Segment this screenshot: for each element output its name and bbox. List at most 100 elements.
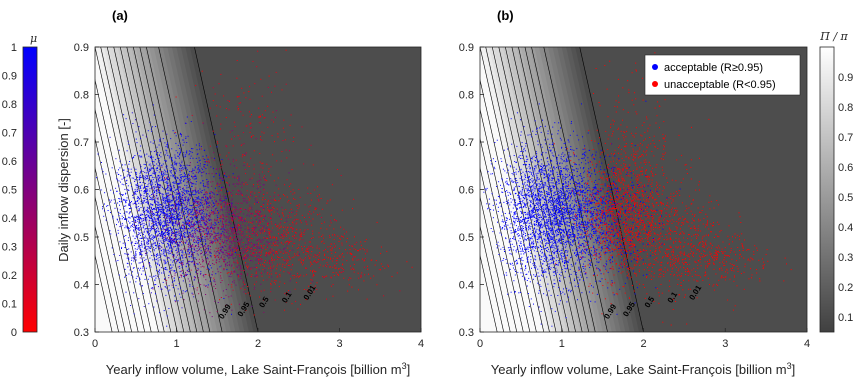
scatter-point xyxy=(179,271,181,273)
scatter-point xyxy=(155,212,157,213)
scatter-point xyxy=(169,244,171,246)
scatter-point xyxy=(309,241,311,243)
scatter-point xyxy=(374,264,376,266)
scatter-point xyxy=(166,229,167,231)
scatter-point xyxy=(168,219,170,221)
scatter-point xyxy=(198,191,200,193)
scatter-point xyxy=(323,259,325,260)
scatter-point xyxy=(123,205,125,207)
scatter-point xyxy=(140,235,141,236)
scatter-point xyxy=(247,226,249,228)
scatter-point xyxy=(233,236,235,238)
scatter-point xyxy=(215,252,217,254)
scatter-point xyxy=(177,208,179,210)
scatter-point xyxy=(178,244,180,246)
scatter-point xyxy=(150,292,152,294)
scatter-point xyxy=(155,218,157,220)
scatter-point xyxy=(304,230,306,232)
scatter-point xyxy=(151,204,153,205)
scatter-point xyxy=(243,183,245,185)
scatter-point xyxy=(204,200,206,202)
scatter-point xyxy=(125,235,127,236)
scatter-point xyxy=(213,227,215,229)
scatter-point xyxy=(128,213,130,215)
scatter-point xyxy=(176,188,178,190)
scatter-point xyxy=(132,157,134,159)
scatter-point xyxy=(258,260,260,262)
scatter-point xyxy=(196,241,198,243)
scatter-point xyxy=(149,239,151,241)
scatter-point xyxy=(251,222,253,224)
scatter-point xyxy=(269,248,271,250)
scatter-point xyxy=(272,252,274,254)
scatter-point xyxy=(153,306,155,308)
scatter-point xyxy=(260,186,261,188)
scatter-point xyxy=(206,191,208,193)
scatter-point xyxy=(232,250,233,252)
scatter-point xyxy=(197,212,199,214)
scatter-point xyxy=(283,236,285,238)
scatter-point xyxy=(189,204,191,206)
scatter-point xyxy=(188,183,190,185)
scatter-point xyxy=(170,238,172,239)
scatter-point xyxy=(136,203,138,205)
scatter-point xyxy=(182,272,184,274)
scatter-point xyxy=(171,159,173,161)
scatter-point xyxy=(156,244,157,246)
scatter-point xyxy=(155,219,157,221)
scatter-point xyxy=(253,232,255,234)
scatter-point xyxy=(166,171,168,173)
scatter-point xyxy=(210,252,212,254)
scatter-point xyxy=(117,229,119,231)
scatter-point xyxy=(199,232,201,234)
scatter-point xyxy=(122,199,124,201)
scatter-point xyxy=(257,180,259,182)
scatter-point xyxy=(157,204,159,206)
scatter-point xyxy=(163,220,165,222)
scatter-point xyxy=(156,182,158,184)
scatter-point xyxy=(226,240,228,242)
scatter-point xyxy=(173,211,175,213)
scatter-point xyxy=(183,234,185,236)
scatter-point xyxy=(178,259,180,261)
scatter-point xyxy=(223,200,225,201)
scatter-point xyxy=(151,225,153,227)
scatter-point xyxy=(134,181,136,182)
scatter-point xyxy=(190,255,192,257)
scatter-point xyxy=(165,239,167,240)
scatter-point xyxy=(187,270,189,272)
scatter-point xyxy=(261,261,263,263)
scatter-point xyxy=(138,262,140,264)
scatter-point xyxy=(146,241,148,243)
scatter-point xyxy=(189,280,191,282)
scatter-point xyxy=(163,173,164,175)
scatter-point xyxy=(244,257,246,259)
scatter-point xyxy=(229,227,231,229)
scatter-point xyxy=(140,145,142,147)
scatter-point xyxy=(132,203,134,205)
scatter-point xyxy=(340,238,342,240)
scatter-point xyxy=(162,225,164,226)
scatter-point xyxy=(229,253,231,255)
scatter-point xyxy=(228,241,230,243)
scatter-point xyxy=(187,221,189,223)
scatter-point xyxy=(122,194,124,196)
scatter-point xyxy=(196,205,198,207)
scatter-point xyxy=(191,219,193,221)
scatter-point xyxy=(360,276,362,278)
scatter-point xyxy=(196,210,198,212)
scatter-point xyxy=(300,262,302,264)
scatter-point xyxy=(175,135,177,137)
scatter-point xyxy=(154,241,156,243)
scatter-point xyxy=(171,254,173,256)
scatter-point xyxy=(148,170,150,172)
scatter-point xyxy=(194,261,196,263)
scatter-point xyxy=(246,190,248,192)
scatter-point xyxy=(199,205,201,207)
scatter-point xyxy=(329,249,331,251)
scatter-point xyxy=(219,199,221,201)
scatter-point xyxy=(195,201,197,202)
scatter-point xyxy=(166,144,168,146)
scatter-point xyxy=(285,235,287,237)
